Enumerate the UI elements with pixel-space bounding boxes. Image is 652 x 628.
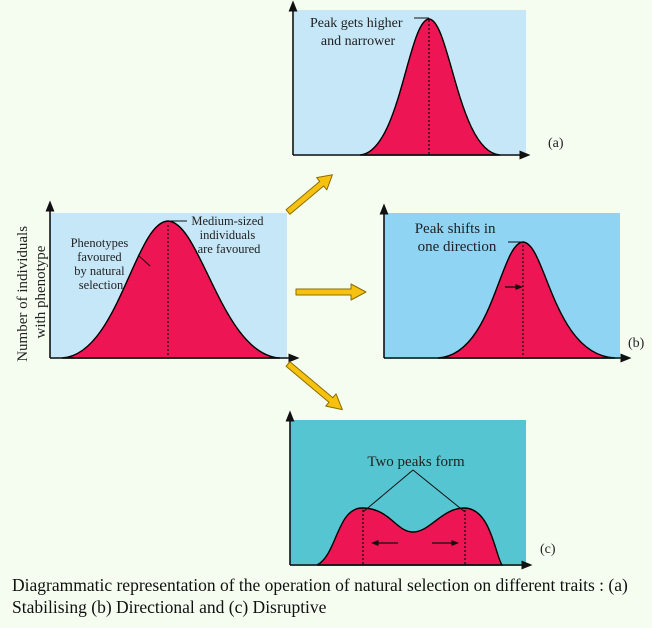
panel-a-tag: (a) <box>548 136 564 151</box>
panel-c-note: Two peaks form <box>367 454 465 470</box>
svg-text:Number of individuals wi: Number of individuals with phenotype <box>15 222 49 362</box>
panel-b: Peak shifts in one direction (b) <box>379 203 645 363</box>
original-peak-note-line1: Medium-sized <box>191 214 264 228</box>
panel-a-curve <box>359 18 501 156</box>
y-axis-label-line2: with phenotype <box>33 245 49 338</box>
figure-caption: Diagrammatic representation of the opera… <box>12 575 628 617</box>
yellow-arrow-icon <box>285 174 333 215</box>
panel-b-note-line1: Peak shifts in <box>415 221 496 237</box>
panel-a-note-line1: Peak gets higher <box>310 16 403 31</box>
yellow-arrow-icon <box>285 361 343 411</box>
panel-a: Peak gets higher and narrower (a) <box>288 0 564 160</box>
panel-c-note-pointer-right <box>412 469 466 513</box>
original-left-note-line2: favoured <box>77 250 122 264</box>
panel-b-tag: (b) <box>628 336 645 351</box>
original-panel: Phenotypes favoured by natural selection… <box>15 200 300 363</box>
yellow-arrow-icon <box>295 283 367 301</box>
original-left-note-pointer <box>137 254 151 267</box>
panel-b-note-line2: one direction <box>418 239 497 255</box>
panel-c: Two peaks form (c) <box>285 410 556 570</box>
svg-text:Peak gets higher and nar: Peak gets higher and narrower <box>310 16 406 49</box>
panel-b-curve <box>437 241 616 359</box>
original-curve <box>61 220 281 359</box>
y-axis-label-line1: Number of individuals <box>15 226 31 362</box>
svg-text:Medium-sized individuals: Medium-sized individuals are favoured <box>191 214 266 256</box>
svg-text:Peak shifts in one direc: Peak shifts in one direction <box>415 221 500 255</box>
panel-a-note-line2: and narrower <box>321 34 396 49</box>
panel-c-note-pointer-left <box>362 469 414 513</box>
original-peak-note-line3: are favoured <box>198 242 262 256</box>
panel-c-tag: (c) <box>540 542 556 557</box>
original-left-note-line4: selection <box>79 278 124 292</box>
original-peak-note-line2: individuals <box>200 228 256 242</box>
svg-text:Phenotypes favoured: Phenotypes favoured by natural selection <box>71 236 132 292</box>
original-left-note-line3: by natural <box>74 264 125 278</box>
original-left-note-line1: Phenotypes <box>71 236 129 250</box>
